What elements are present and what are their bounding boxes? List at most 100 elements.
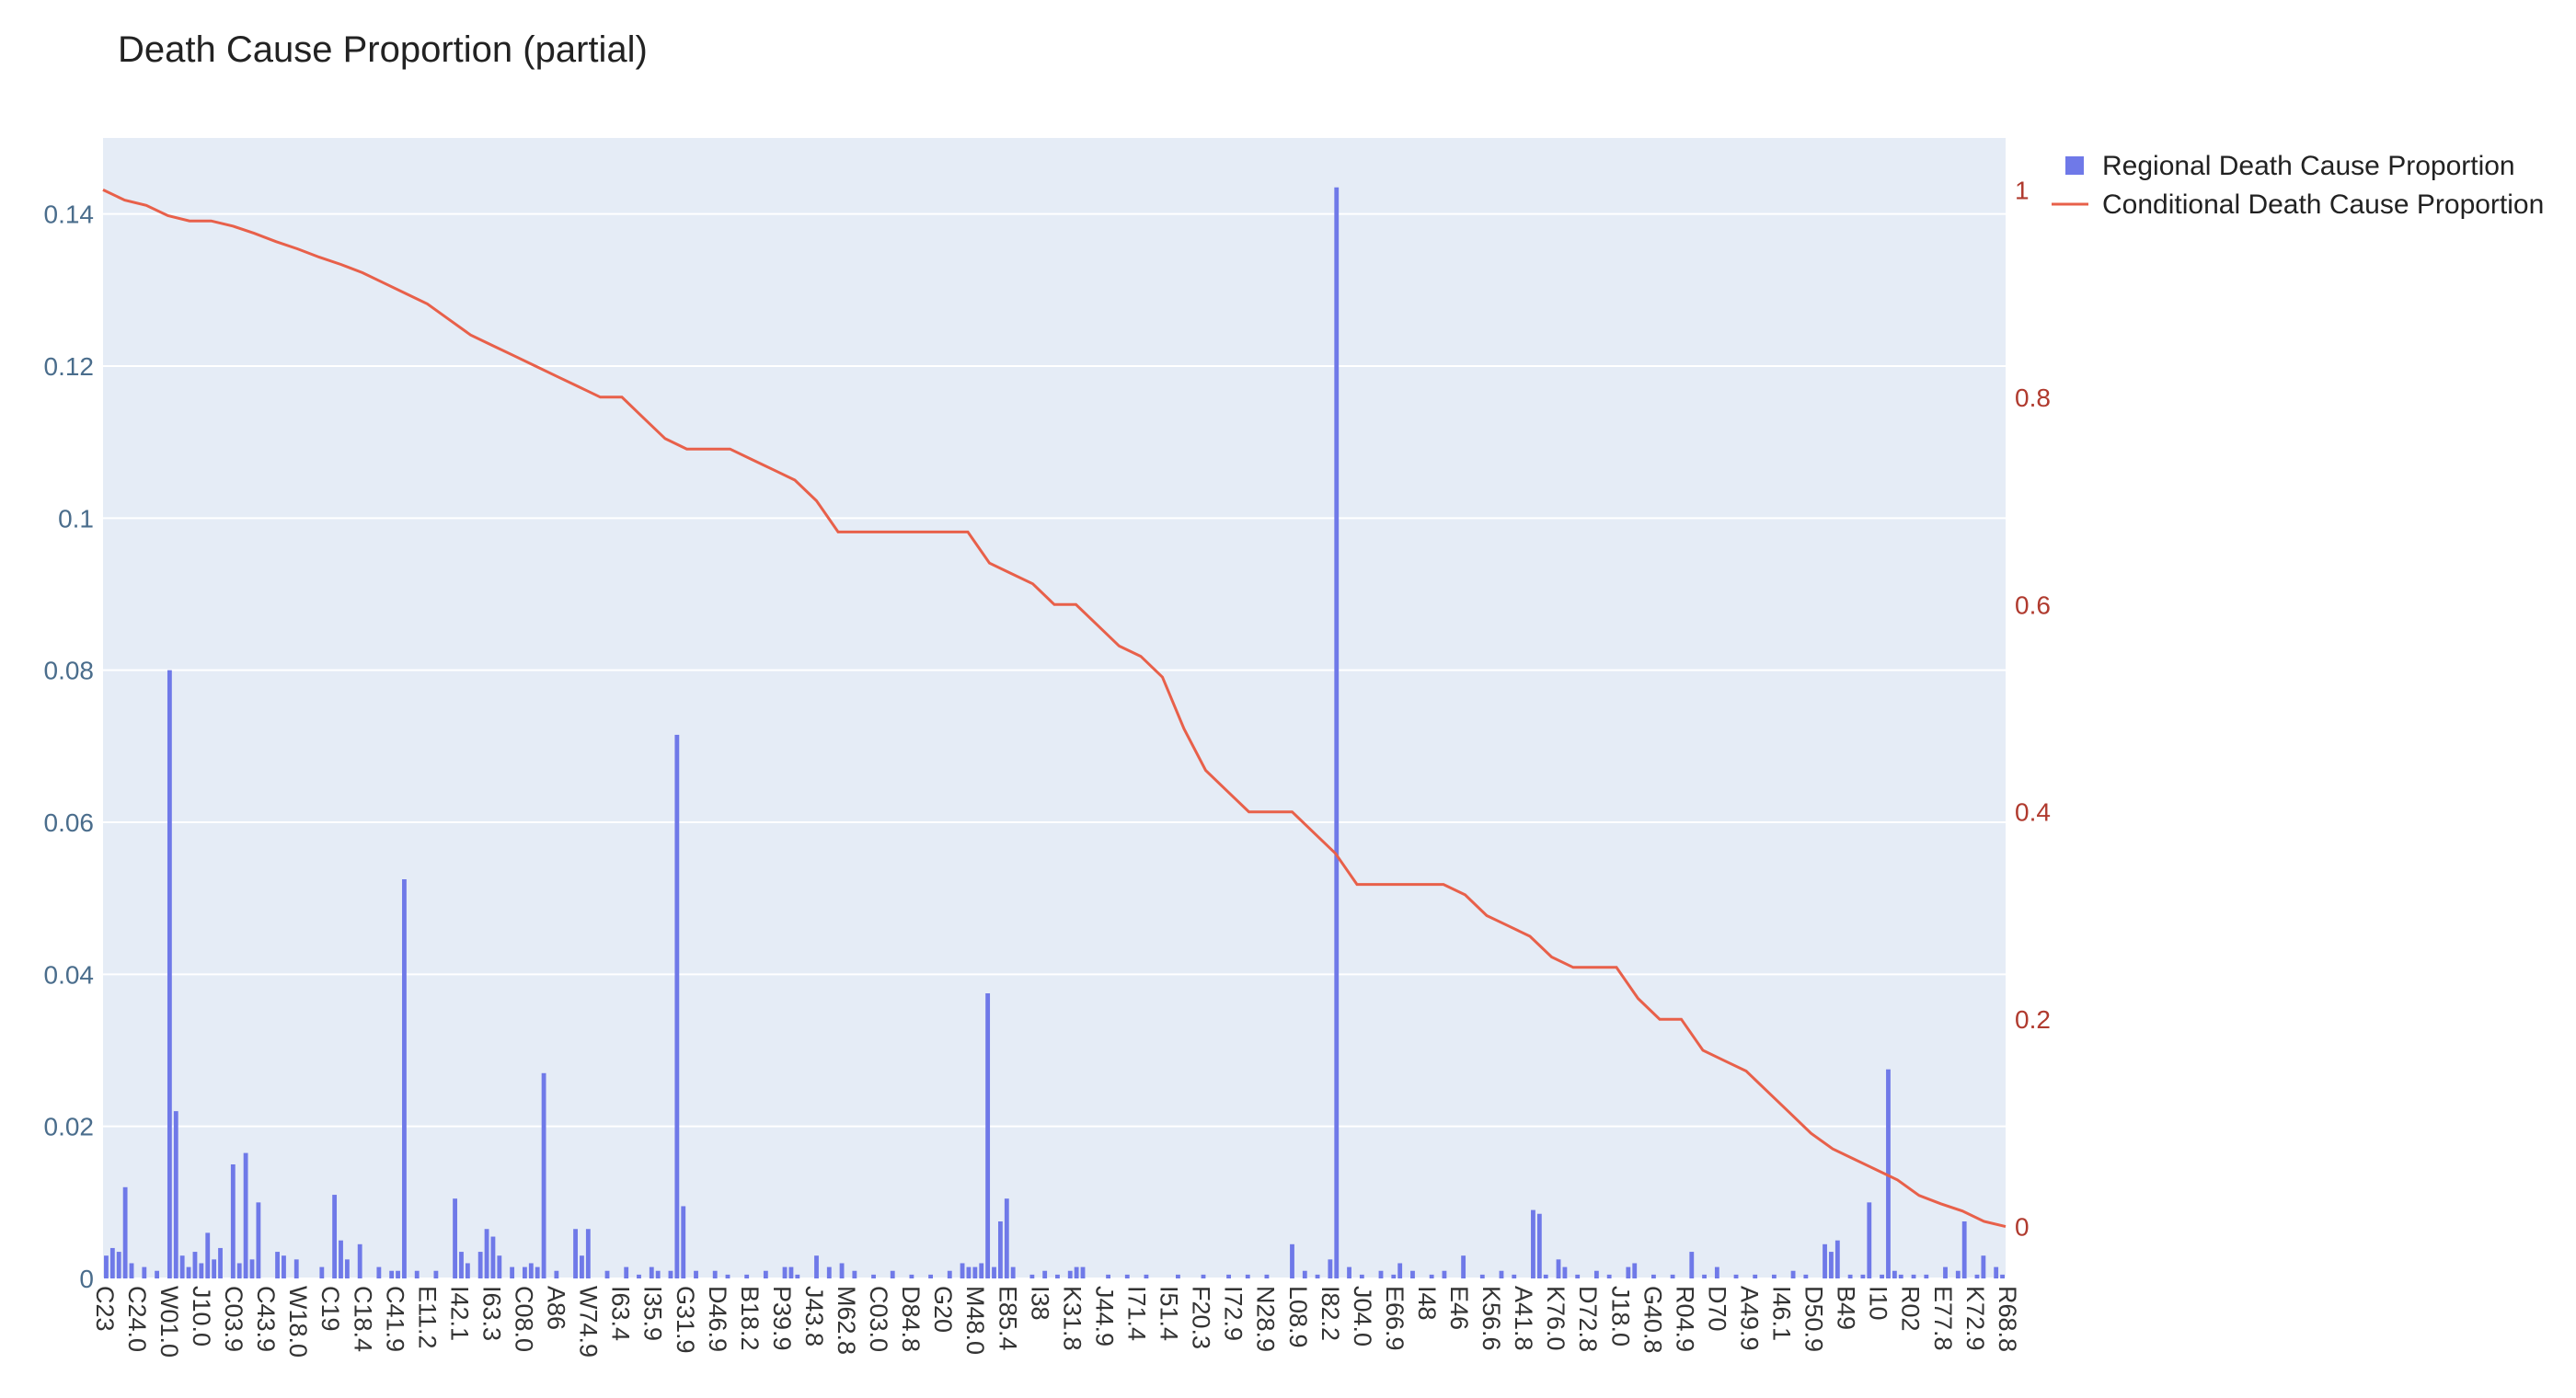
bar <box>1847 1274 1853 1278</box>
bar <box>339 1240 343 1278</box>
bar <box>947 1270 952 1278</box>
x-tick-label: B18.2 <box>736 1286 764 1351</box>
x-tick-label: I63.3 <box>477 1286 505 1341</box>
bar <box>122 1186 128 1278</box>
bar <box>1924 1274 1929 1278</box>
x-tick-label: I71.4 <box>1123 1286 1151 1341</box>
bar <box>1632 1263 1638 1278</box>
bar <box>109 1247 115 1278</box>
x-tick-label: I46.1 <box>1768 1286 1796 1341</box>
bar <box>453 1198 457 1278</box>
bar <box>535 1266 540 1278</box>
left-y-tick-label: 0 <box>79 1265 94 1293</box>
legend-bar-swatch <box>2065 156 2084 175</box>
left-y-tick-label: 0.02 <box>44 1113 95 1141</box>
bar <box>1556 1259 1561 1278</box>
bar <box>649 1266 654 1278</box>
bar <box>1531 1209 1535 1278</box>
x-tick-label: I82.2 <box>1317 1286 1344 1341</box>
x-tick-label: E46 <box>1445 1286 1473 1330</box>
x-tick-label: C41.9 <box>381 1286 408 1352</box>
bar <box>459 1252 464 1278</box>
bar <box>1315 1274 1320 1278</box>
bar <box>909 1274 914 1278</box>
bar <box>129 1263 134 1278</box>
bar <box>1226 1274 1231 1278</box>
bar <box>179 1255 185 1278</box>
bar <box>1512 1274 1517 1278</box>
x-tick-label: I48 <box>1413 1286 1441 1321</box>
bar <box>1461 1255 1466 1278</box>
bar <box>1898 1274 1903 1278</box>
x-tick-label: N28.9 <box>1252 1286 1280 1352</box>
bar <box>332 1195 338 1278</box>
bar <box>414 1270 420 1278</box>
bar <box>585 1229 591 1278</box>
bar <box>1955 1270 1961 1278</box>
x-tick-label: C18.4 <box>349 1286 376 1352</box>
bar <box>655 1270 661 1278</box>
bar <box>490 1236 496 1278</box>
x-tick-label: M48.0 <box>961 1286 989 1355</box>
bar <box>1753 1274 1758 1278</box>
bar <box>1499 1270 1504 1278</box>
bar <box>839 1263 845 1278</box>
bar-series <box>104 187 2005 1278</box>
bar <box>205 1232 211 1278</box>
legend-item-conditional[interactable]: Conditional Death Cause Proportion <box>2102 189 2544 220</box>
bar <box>960 1263 965 1278</box>
bar <box>795 1274 800 1278</box>
bar <box>1397 1263 1403 1278</box>
x-tick-label: I10 <box>1865 1286 1892 1321</box>
bar <box>1245 1274 1250 1278</box>
bar <box>1702 1274 1707 1278</box>
right-y-tick-label: 0.4 <box>2015 798 2051 827</box>
bar <box>554 1270 559 1278</box>
bar <box>275 1252 280 1278</box>
bar <box>186 1266 191 1278</box>
bar <box>1055 1274 1060 1278</box>
bar <box>465 1263 470 1278</box>
bar <box>1886 1069 1891 1278</box>
bar <box>1892 1270 1897 1278</box>
bar <box>510 1266 515 1278</box>
bar <box>249 1259 255 1278</box>
legend[interactable]: Regional Death Cause Proportion Conditio… <box>2052 151 2544 220</box>
x-tick-label: I38 <box>1026 1286 1053 1321</box>
x-tick-label: D84.8 <box>897 1286 925 1352</box>
bar <box>1201 1274 1206 1278</box>
bar <box>573 1229 578 1278</box>
x-tick-label: J04.0 <box>1349 1286 1376 1346</box>
conditional-proportion-line <box>102 189 2007 1229</box>
bar <box>871 1274 876 1278</box>
x-tick-label: A86 <box>543 1286 570 1330</box>
bar <box>1543 1274 1548 1278</box>
bar <box>1124 1274 1130 1278</box>
x-tick-label: D50.9 <box>1800 1286 1828 1352</box>
bar <box>528 1263 534 1278</box>
bar <box>541 1072 546 1278</box>
x-tick-label: K31.8 <box>1058 1286 1086 1351</box>
legend-item-regional[interactable]: Regional Death Cause Proportion <box>2102 151 2515 181</box>
x-tick-label: B49 <box>1833 1286 1860 1330</box>
bar <box>826 1266 832 1278</box>
bar <box>712 1270 718 1278</box>
bar <box>782 1266 788 1278</box>
left-y-tick-label: 0.12 <box>44 352 95 381</box>
bar <box>218 1247 223 1278</box>
bar <box>763 1270 768 1278</box>
x-tick-label: C43.9 <box>252 1286 280 1352</box>
bar <box>1974 1274 1980 1278</box>
left-y-tick-label: 0.04 <box>44 960 95 989</box>
bar <box>890 1270 895 1278</box>
bar <box>104 1255 109 1278</box>
bar <box>979 1263 984 1278</box>
bar <box>167 670 172 1278</box>
bar <box>1442 1270 1447 1278</box>
x-tick-label: C23 <box>91 1286 119 1332</box>
x-tick-label: E66.9 <box>1381 1286 1409 1351</box>
bar <box>212 1259 217 1278</box>
x-tick-label: I72.9 <box>1220 1286 1248 1341</box>
bar <box>1714 1266 1719 1278</box>
bar <box>1144 1274 1149 1278</box>
